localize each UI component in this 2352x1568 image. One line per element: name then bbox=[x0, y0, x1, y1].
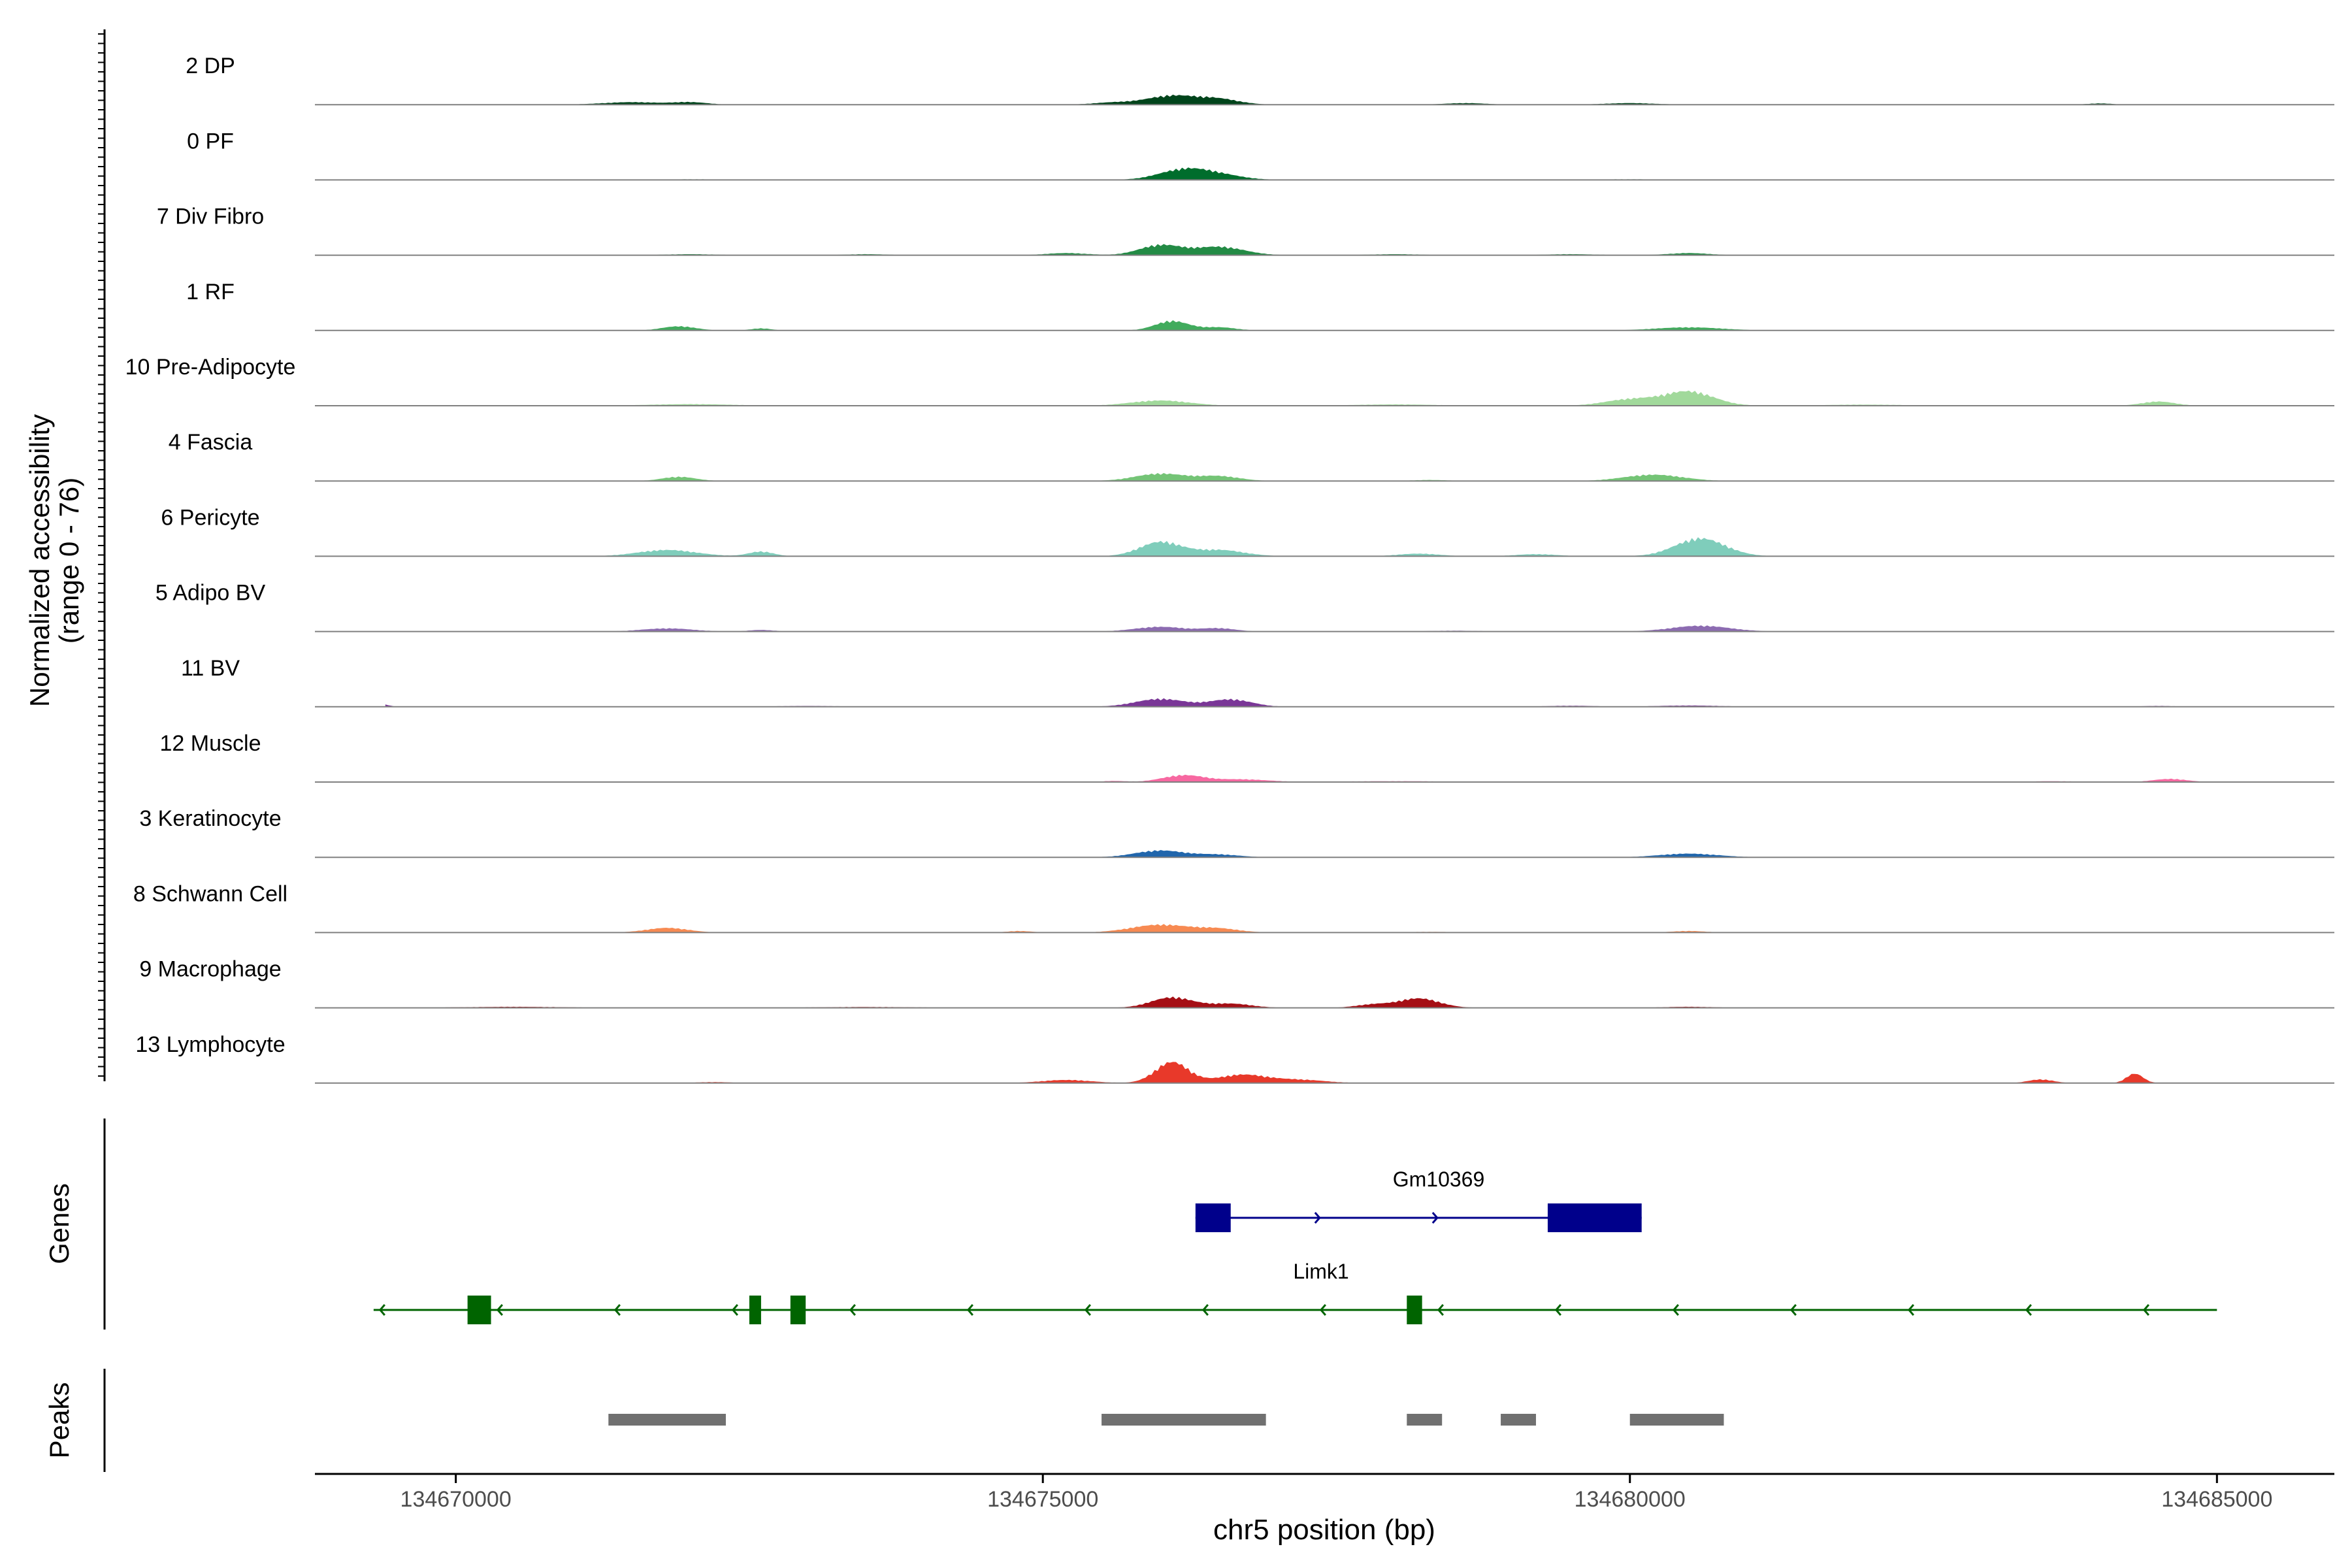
track-label: 5 Adipo BV bbox=[155, 581, 266, 606]
track: 5 Adipo BV bbox=[155, 581, 2334, 632]
strand-arrow bbox=[966, 1304, 973, 1316]
gene-exon bbox=[790, 1296, 806, 1324]
strand-arrow bbox=[1907, 1304, 1914, 1316]
strand-arrow bbox=[1789, 1304, 1797, 1316]
x-axis-title: chr5 position (bp) bbox=[1213, 1514, 1435, 1546]
peaks-panel-label: Peaks bbox=[44, 1382, 74, 1459]
strand-arrow bbox=[1431, 1212, 1439, 1224]
gene-exon bbox=[1547, 1203, 1642, 1232]
coverage-area bbox=[385, 1062, 2217, 1083]
strand-arrow bbox=[1314, 1212, 1321, 1224]
gene-name: Limk1 bbox=[1293, 1260, 1348, 1283]
gene-annotation-track: Gm10369 Limk1 bbox=[373, 1168, 2217, 1324]
track: 9 Macrophage bbox=[139, 957, 2334, 1009]
strand-arrow bbox=[378, 1304, 385, 1316]
track: 4 Fascia bbox=[169, 430, 2334, 482]
strand-arrow bbox=[613, 1304, 621, 1316]
track: 0 PF bbox=[187, 129, 2334, 181]
x-tick-label: 134685000 bbox=[2161, 1487, 2272, 1512]
peak-region-track bbox=[608, 1414, 1724, 1426]
track-label: 9 Macrophage bbox=[139, 957, 281, 982]
track-label: 1 RF bbox=[186, 280, 235, 304]
peak-region bbox=[608, 1414, 726, 1426]
gene-exon bbox=[1407, 1296, 1422, 1324]
gene: Gm10369 bbox=[1195, 1168, 1642, 1232]
track: 2 DP bbox=[186, 54, 2334, 106]
track-label: 2 DP bbox=[186, 54, 235, 78]
peak-region bbox=[1501, 1414, 1536, 1426]
coverage-tracks: 2 DP 0 PF 7 Div Fibro 1 RF 10 Pre-Adipocyte 4… bbox=[125, 54, 2334, 1084]
track-label: 8 Schwann Cell bbox=[133, 881, 287, 906]
track: 7 Div Fibro bbox=[157, 204, 2334, 256]
gene-exon bbox=[1195, 1203, 1231, 1232]
track-label: 4 Fascia bbox=[169, 430, 253, 455]
gene-name: Gm10369 bbox=[1393, 1168, 1485, 1191]
track-label: 7 Div Fibro bbox=[157, 204, 264, 229]
track-label: 0 PF bbox=[187, 129, 234, 154]
track: 1 RF bbox=[186, 280, 2334, 331]
x-tick-label: 134675000 bbox=[987, 1487, 1098, 1512]
gene-exon bbox=[467, 1296, 491, 1324]
y-axis-title-range: (range 0 - 76) bbox=[54, 478, 84, 644]
strand-arrow bbox=[496, 1304, 503, 1316]
gene-exon bbox=[749, 1296, 761, 1324]
peak-region bbox=[1407, 1414, 1443, 1426]
track: 8 Schwann Cell bbox=[133, 881, 2334, 934]
strand-arrow bbox=[731, 1304, 738, 1316]
track: 11 BV bbox=[181, 656, 2334, 708]
x-tick-label: 134680000 bbox=[1575, 1487, 1686, 1512]
x-tick-label: 134670000 bbox=[400, 1487, 512, 1512]
strand-arrow bbox=[2142, 1304, 2149, 1316]
peak-region bbox=[1629, 1414, 1724, 1426]
track: 10 Pre-Adipocyte bbox=[125, 355, 2334, 406]
peak-region bbox=[1102, 1414, 1266, 1426]
strand-arrow bbox=[1319, 1304, 1326, 1316]
genes-panel-label: Genes bbox=[44, 1183, 74, 1264]
track-label: 3 Keratinocyte bbox=[139, 806, 281, 831]
track-label: 10 Pre-Adipocyte bbox=[125, 355, 296, 380]
gene: Limk1 bbox=[373, 1260, 2217, 1324]
strand-arrow bbox=[1554, 1304, 1561, 1316]
track: 3 Keratinocyte bbox=[139, 806, 2334, 858]
track-label: 13 Lymphocyte bbox=[135, 1032, 285, 1057]
track-label: 11 BV bbox=[181, 656, 240, 681]
strand-arrow bbox=[1201, 1304, 1209, 1316]
x-axis-ticks: 134670000 134675000 134680000 134685000 bbox=[400, 1474, 2272, 1512]
strand-arrow bbox=[1672, 1304, 1679, 1316]
track: 12 Muscle bbox=[160, 731, 2334, 783]
strand-arrow bbox=[1437, 1304, 1444, 1316]
track-label: 6 Pericyte bbox=[161, 505, 259, 530]
y-axis-title: Normalized accessibility bbox=[24, 414, 55, 707]
strand-arrow bbox=[2025, 1304, 2032, 1316]
strand-arrow bbox=[849, 1304, 856, 1316]
track-label: 12 Muscle bbox=[160, 731, 261, 756]
strand-arrow bbox=[1084, 1304, 1091, 1316]
track: 13 Lymphocyte bbox=[135, 1032, 2334, 1084]
coverage-y-ticks bbox=[98, 33, 105, 1077]
track: 6 Pericyte bbox=[161, 505, 2334, 557]
